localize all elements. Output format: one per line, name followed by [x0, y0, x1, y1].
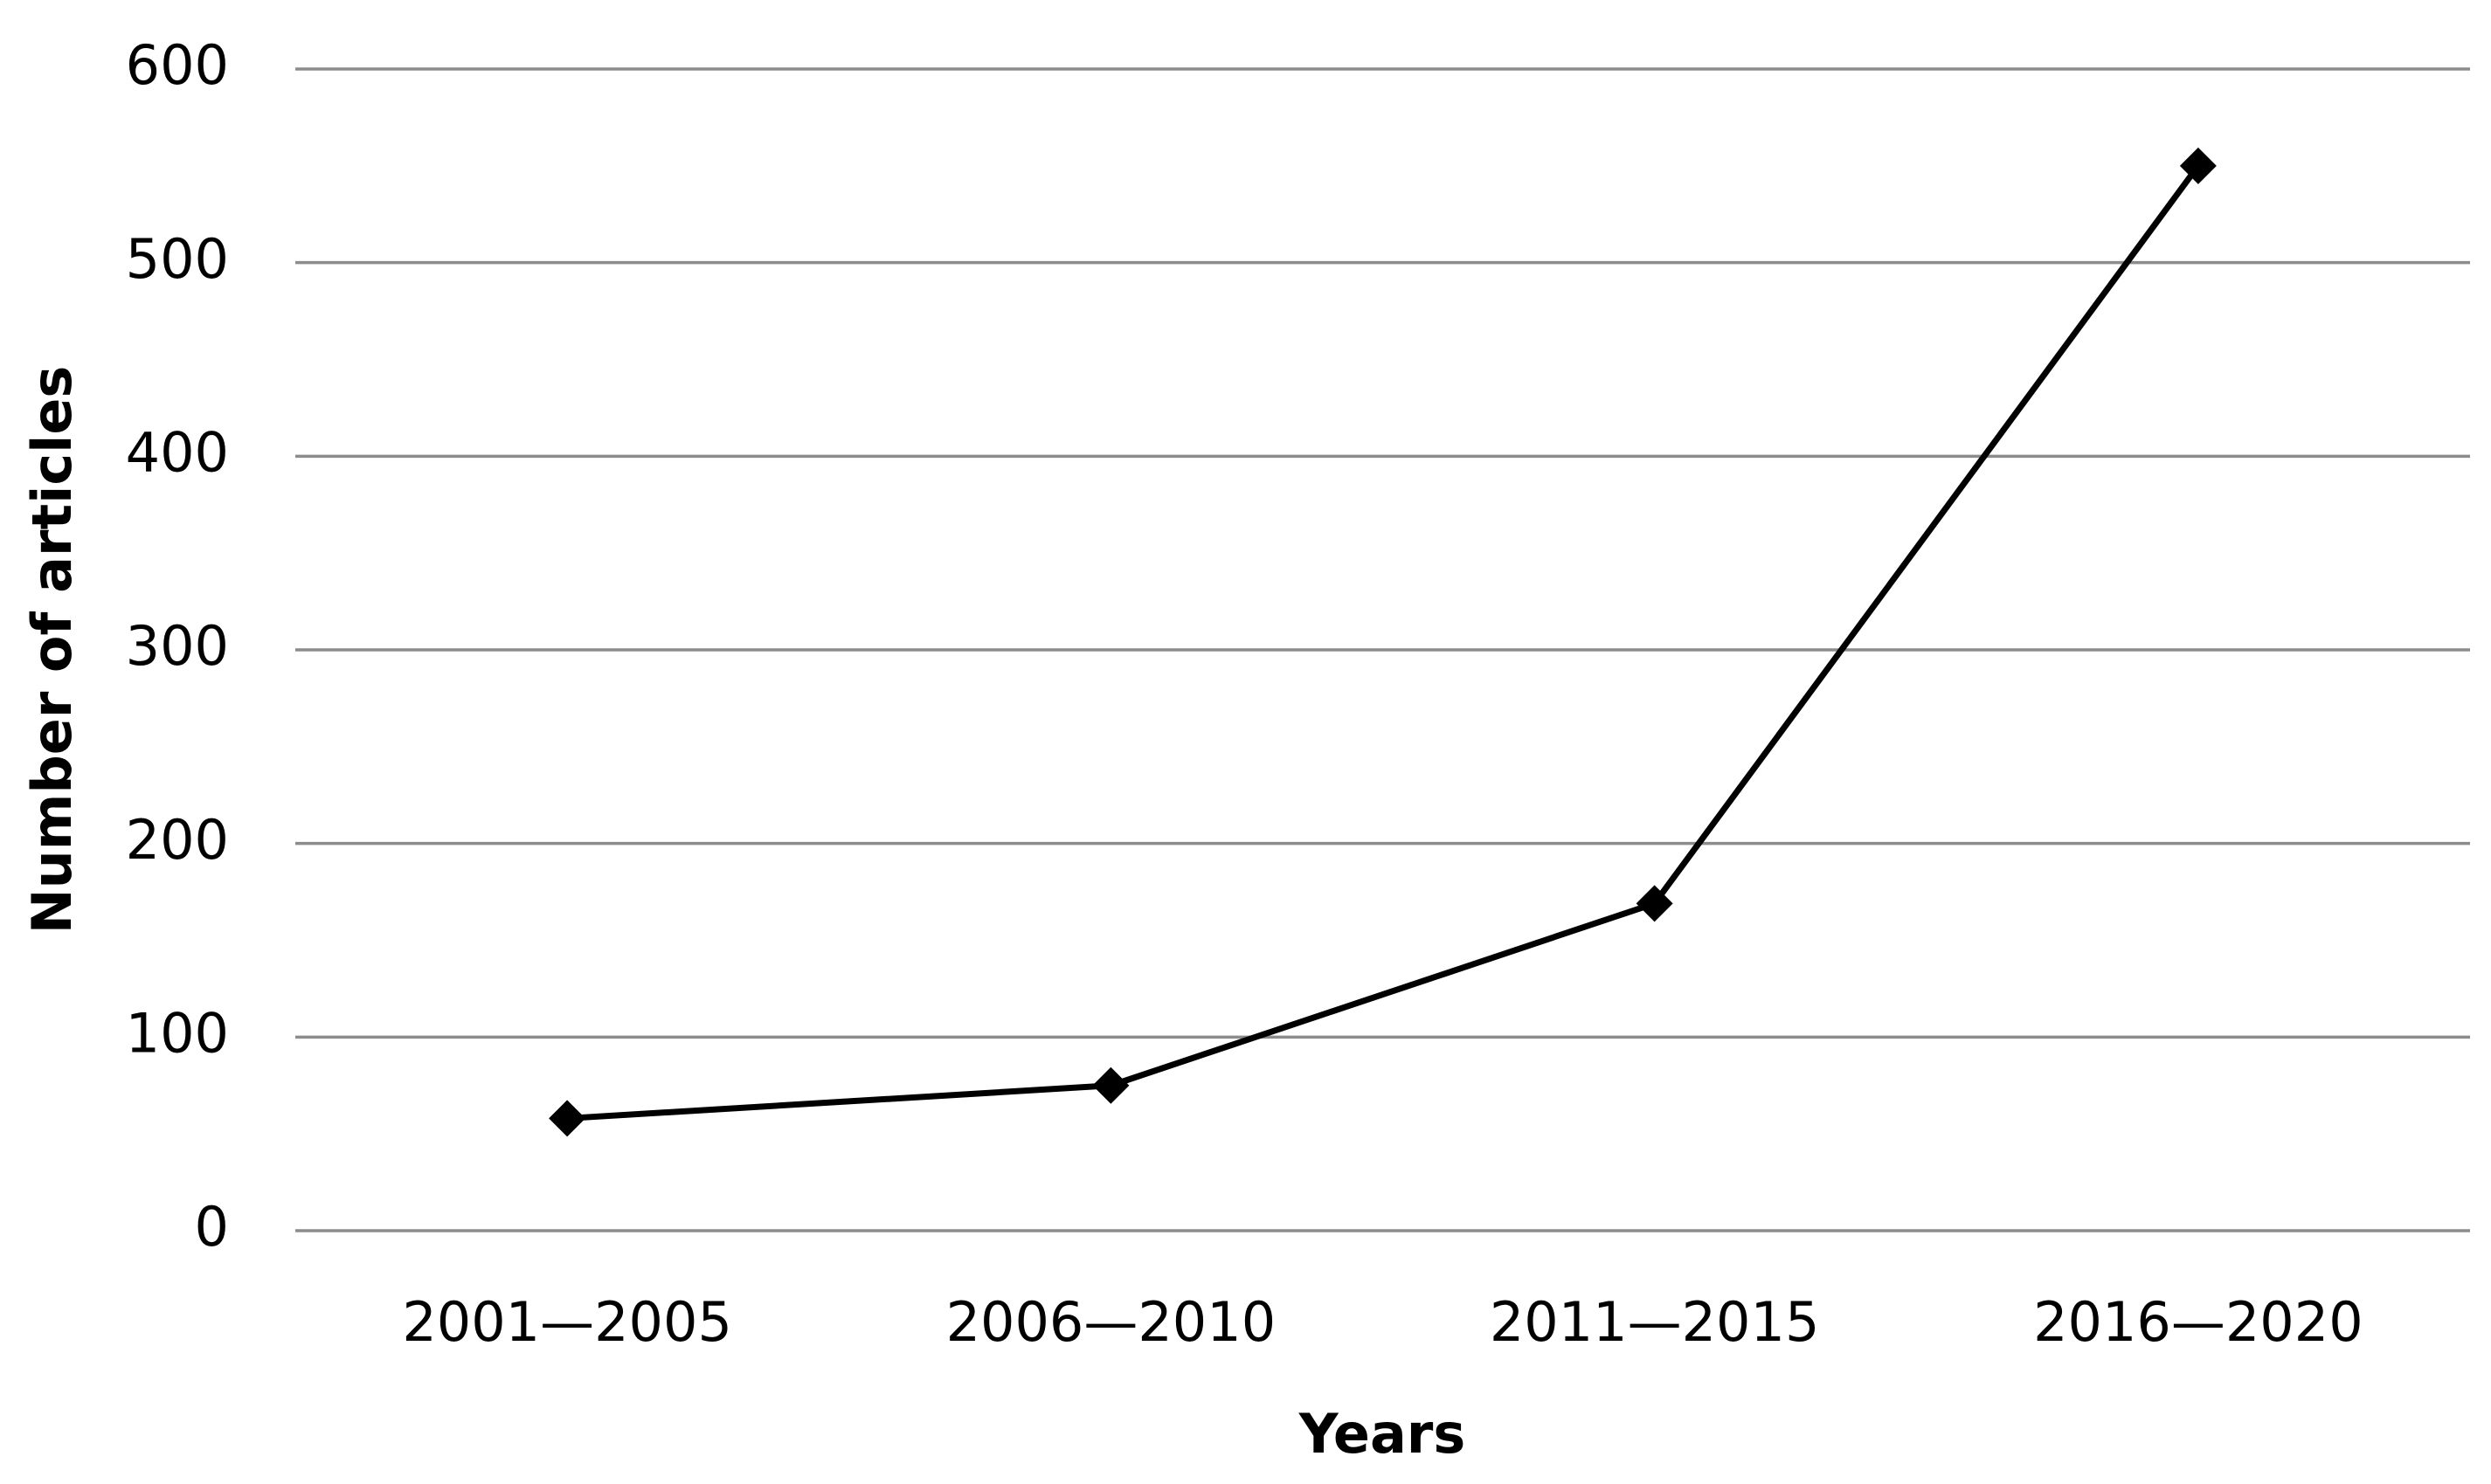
y-tick-label: 500: [126, 227, 229, 291]
y-tick-label: 600: [126, 33, 229, 97]
y-tick-label: 100: [126, 1001, 229, 1065]
x-tick-label: 2016—2020: [2033, 1290, 2363, 1354]
y-tick-label: 400: [126, 420, 229, 484]
y-tick-label: 0: [195, 1195, 229, 1259]
x-tick-label: 2001—2005: [402, 1290, 732, 1354]
x-axis-label: Years: [1298, 1402, 1466, 1466]
y-axis-label: Number of articles: [20, 366, 84, 935]
y-tick-label: 300: [126, 614, 229, 678]
data-line: [567, 166, 2198, 1119]
x-tick-label: 2011—2015: [1490, 1290, 1820, 1354]
x-tick-label: 2006—2010: [946, 1290, 1277, 1354]
data-marker: [1092, 1067, 1129, 1104]
data-marker: [549, 1100, 585, 1136]
y-tick-label: 200: [126, 808, 229, 872]
